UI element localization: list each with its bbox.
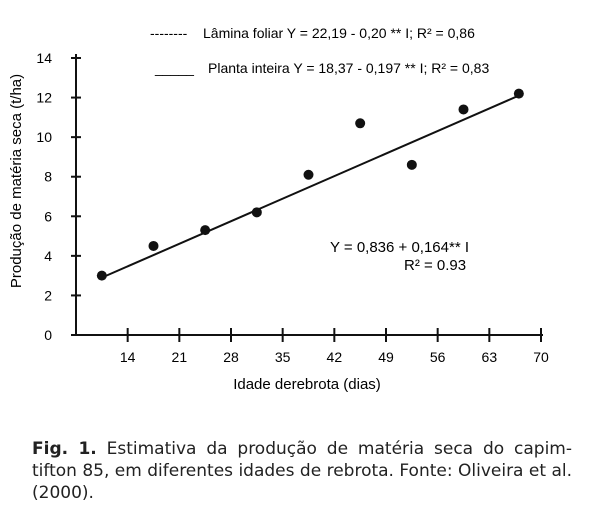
x-tick-label: 70 — [533, 349, 549, 365]
legend-entry-dash-1: -------- — [150, 25, 188, 41]
data-point — [355, 118, 366, 129]
x-tick-label: 35 — [275, 349, 291, 365]
data-point — [251, 207, 262, 218]
x-tick-label: 49 — [378, 349, 394, 365]
x-tick-label: 28 — [223, 349, 239, 365]
fit-line — [101, 94, 520, 279]
data-point — [513, 88, 524, 99]
data-point — [458, 104, 469, 115]
x-tick-label: 56 — [430, 349, 446, 365]
y-tick-label: 0 — [44, 327, 52, 343]
y-tick-label: 14 — [36, 50, 52, 66]
y-tick-label: 8 — [44, 169, 52, 185]
data-point — [303, 169, 314, 180]
legend-entry-text-1: Lâmina foliar Y = 22,19 - 0,20 ** I; R² … — [203, 25, 475, 41]
axes — [75, 54, 543, 336]
marks — [96, 88, 524, 281]
caption-text: Estimativa da produção de matéria seca d… — [32, 439, 573, 503]
x-tick-label: 21 — [172, 349, 188, 365]
legend-entry-dash-2: _____ — [154, 60, 194, 76]
x-axis-label: Idade derebrota (dias) — [233, 376, 381, 393]
x-tick-label: 14 — [120, 349, 136, 365]
fit-r2: R² = 0.93 — [404, 257, 466, 274]
fit-equation: Y = 0,836 + 0,164** I — [330, 239, 469, 256]
y-tick-label: 4 — [44, 248, 52, 264]
figure-caption: Fig. 1. Estimativa da produção de matéri… — [32, 438, 572, 504]
chart: -------- Lâmina foliar Y = 22,19 - 0,20 … — [8, 25, 549, 393]
data-point — [200, 225, 211, 236]
x-tick-label: 42 — [327, 349, 343, 365]
y-tick-label: 6 — [44, 208, 52, 224]
data-point — [148, 240, 159, 251]
data-point — [96, 270, 107, 281]
y-tick-label: 10 — [36, 129, 52, 145]
y-tick-label: 12 — [36, 90, 52, 106]
caption-label: Fig. 1. — [32, 439, 97, 459]
y-axis-label: Produção de matéria seca (t/ha) — [8, 74, 25, 288]
legend: -------- Lâmina foliar Y = 22,19 - 0,20 … — [150, 25, 489, 76]
y-tick-label: 2 — [44, 287, 52, 303]
data-point — [406, 159, 417, 170]
ticks: 0 2 4 6 8 10 12 14 14 21 28 35 42 49 56 63 70 — [36, 50, 549, 365]
legend-entry-text-2: Planta inteira Y = 18,37 - 0,197 ** I; R… — [208, 60, 489, 76]
x-tick-label: 63 — [482, 349, 498, 365]
